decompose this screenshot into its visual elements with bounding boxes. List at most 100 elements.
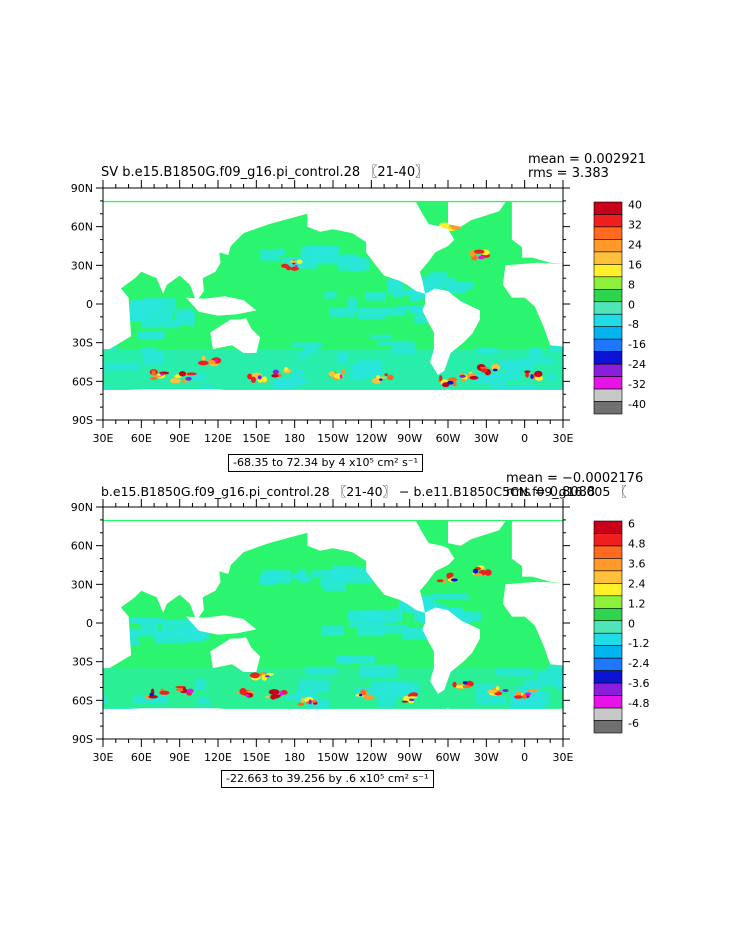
- colorbar-swatch: [593, 720, 623, 734]
- lat-tick-label: 0: [86, 298, 93, 311]
- contour-units: x10⁵ cm² s⁻¹: [348, 456, 419, 469]
- colorbar-swatch: [593, 214, 623, 228]
- lat-tick-label: 30N: [71, 259, 93, 272]
- land-mass: [129, 708, 449, 709]
- lon-tick-label: 180: [284, 751, 305, 764]
- lon-tick-label: 60W: [436, 751, 461, 764]
- colorbar-swatch: [593, 583, 623, 597]
- panel-title: b.e15.B1850G.f09_g16.pi_control.28 〖21-4…: [101, 484, 627, 499]
- lat-tick-label: 60N: [71, 221, 93, 234]
- lon-tick-label: 30W: [474, 751, 499, 764]
- colorbar-label: -4.8: [628, 697, 649, 710]
- land-mass: [103, 202, 308, 350]
- land-mass: [511, 521, 563, 583]
- colorbar-swatch: [593, 401, 623, 415]
- land-mass: [129, 389, 449, 390]
- land-mass: [307, 521, 455, 613]
- colorbar-label: 0: [628, 617, 635, 630]
- rms-value: rms = 0.8088: [506, 485, 596, 500]
- map-panel-1: mean = 0.002921 rms = 3.383 SV b.e15.B18…: [0, 150, 733, 472]
- colorbar-swatch: [593, 276, 623, 290]
- colorbar-label: -2.4: [628, 657, 649, 670]
- lat-tick-label: 90S: [72, 733, 93, 746]
- colorbar-swatch: [593, 301, 623, 315]
- lon-tick-label: 180: [284, 432, 305, 445]
- colorbar-swatch: [593, 657, 623, 671]
- lat-tick-label: 90N: [71, 182, 93, 195]
- colorbar-swatch: [593, 545, 623, 559]
- lon-tick-label: 30E: [93, 751, 114, 764]
- colorbar-swatch: [593, 264, 623, 278]
- colorbar-swatch: [593, 351, 623, 365]
- lat-tick-label: 60N: [71, 540, 93, 553]
- lon-tick-label: 150W: [317, 751, 349, 764]
- colorbar-label: 4.8: [628, 537, 646, 550]
- lat-tick-label: 60S: [72, 375, 93, 388]
- lon-tick-label: 120W: [355, 751, 387, 764]
- lon-tick-label: 0: [521, 432, 528, 445]
- land-mass: [210, 637, 261, 672]
- colorbar-swatch: [593, 707, 623, 721]
- lon-tick-label: 60W: [436, 432, 461, 445]
- colorbar-label: 3.6: [628, 557, 646, 570]
- rms-value: rms = 3.383: [528, 166, 609, 181]
- colorbar-swatch: [593, 670, 623, 684]
- colorbar-swatch: [593, 595, 623, 609]
- land-mass: [502, 581, 563, 666]
- colorbar-label: 40: [628, 198, 642, 211]
- colorbar-swatch: [593, 695, 623, 709]
- colorbar-label: 2.4: [628, 577, 646, 590]
- contour-range: -22.663 to 39.256 by .6: [226, 772, 356, 785]
- lon-tick-label: 150W: [317, 432, 349, 445]
- colorbar-label: 24: [628, 238, 642, 251]
- colorbar-label: 1.2: [628, 597, 646, 610]
- colorbar-label: 0: [628, 298, 635, 311]
- colorbar-swatch: [593, 201, 623, 215]
- colorbar-swatch: [593, 607, 623, 622]
- colorbar-swatch: [593, 251, 623, 265]
- colorbar-swatch: [593, 558, 623, 572]
- colorbar-label: -8: [628, 318, 639, 331]
- lon-tick-label: 30E: [553, 432, 574, 445]
- lon-tick-label: 30E: [93, 432, 114, 445]
- lon-tick-label: 60E: [131, 432, 152, 445]
- lat-tick-label: 30S: [72, 337, 93, 350]
- colorbar-swatch: [593, 288, 623, 303]
- lon-tick-label: 90W: [397, 432, 422, 445]
- colorbar-swatch: [593, 226, 623, 240]
- colorbar-label: -1.2: [628, 637, 649, 650]
- colorbar-swatch: [593, 682, 623, 696]
- lon-tick-label: 150E: [242, 751, 270, 764]
- colorbar-swatch: [593, 376, 623, 390]
- lon-tick-label: 120E: [204, 751, 232, 764]
- ocean-field: [103, 200, 563, 390]
- colorbar-label: 8: [628, 278, 635, 291]
- lon-tick-label: 150E: [242, 432, 270, 445]
- lon-tick-label: 0: [521, 751, 528, 764]
- lat-tick-label: 30N: [71, 578, 93, 591]
- contour-range: -68.35 to 72.34 by 4: [233, 456, 346, 469]
- colorbar-label: -16: [628, 338, 646, 351]
- land-mass: [448, 521, 506, 546]
- colorbar-swatch: [593, 570, 623, 584]
- map-panel-2: mean = −0.0002176 rms = 0.8088 b.e15.B18…: [0, 469, 733, 789]
- lat-tick-label: 90S: [72, 414, 93, 427]
- colorbar-label: -6: [628, 717, 639, 730]
- lon-tick-label: 30W: [474, 432, 499, 445]
- land-mass: [210, 318, 261, 353]
- land-mass: [307, 202, 455, 294]
- colorbar-swatch: [593, 520, 623, 534]
- lat-tick-label: 30S: [72, 656, 93, 669]
- land-mass: [103, 521, 308, 669]
- colorbar-swatch: [593, 239, 623, 253]
- colorbar-label: -24: [628, 358, 646, 371]
- ocean-field: [103, 519, 563, 709]
- colorbar-swatch: [593, 388, 623, 402]
- lon-tick-label: 30E: [553, 751, 574, 764]
- land-mass: [511, 202, 563, 264]
- contour-units: x10⁵ cm² s⁻¹: [359, 772, 429, 785]
- colorbar-label: 16: [628, 258, 642, 271]
- lat-tick-label: 0: [86, 617, 93, 630]
